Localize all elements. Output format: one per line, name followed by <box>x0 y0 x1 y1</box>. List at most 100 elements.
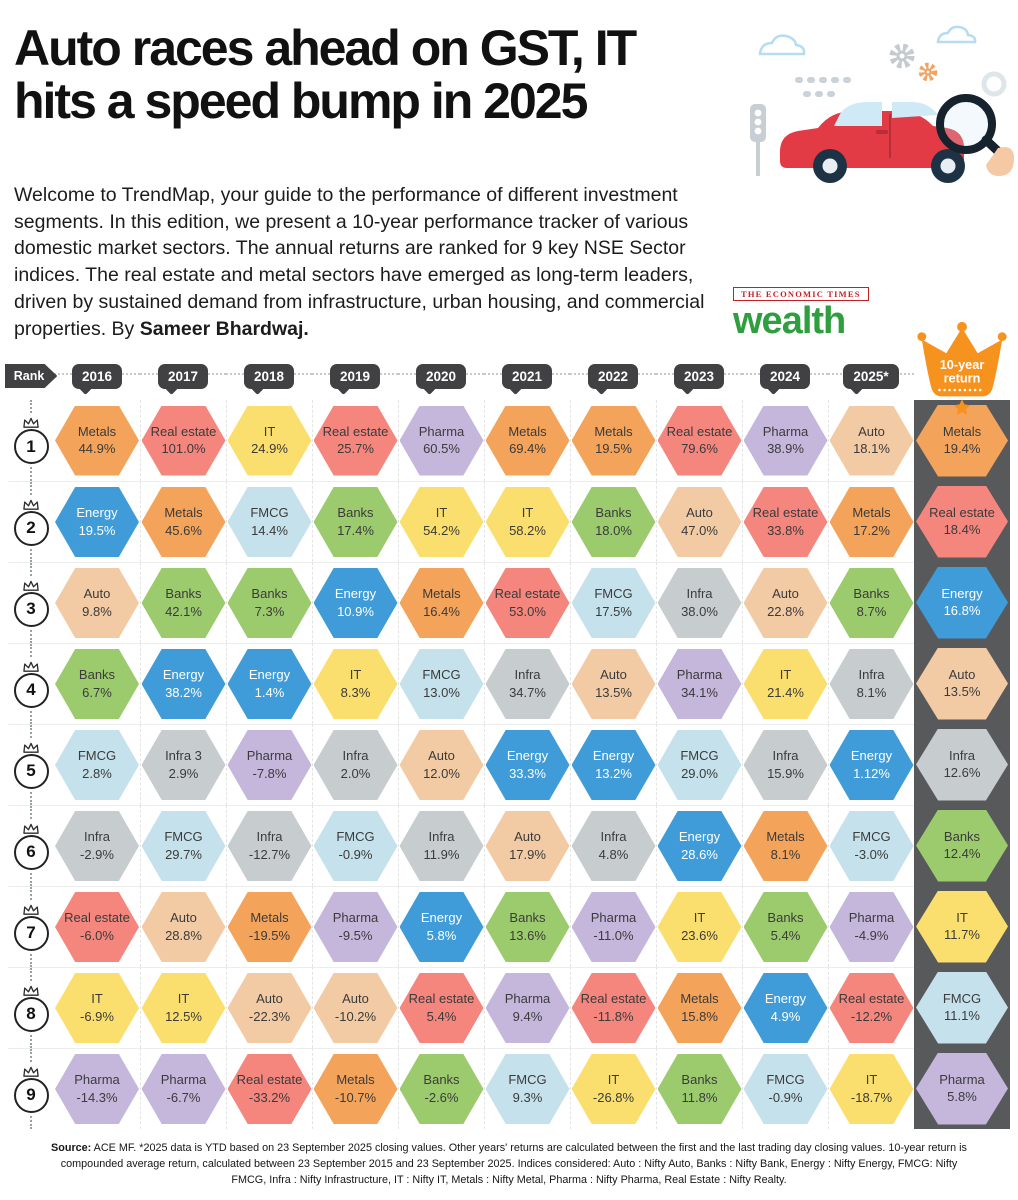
sector-value: 9.8% <box>82 603 112 619</box>
sector-value: 19.5% <box>595 441 632 456</box>
sector-hex: Real estate 33.8% <box>743 487 828 557</box>
sector-hex: Metals 19.4% <box>916 404 1008 477</box>
sector-cell: Energy 10.9% <box>312 562 398 643</box>
gear-icon <box>918 62 938 82</box>
ten-year-cell: Infra 12.6% <box>914 724 1010 805</box>
sector-cell: IT 8.3% <box>312 643 398 724</box>
sector-value: -26.8% <box>592 1089 635 1105</box>
sector-hex: IT 58.2% <box>485 487 570 557</box>
sector-hex: Infra 8.1% <box>829 649 914 719</box>
sector-cell: Energy 19.5% <box>54 481 140 562</box>
sector-name: Pharma <box>762 423 809 439</box>
sector-cell: IT 23.6% <box>656 886 742 967</box>
sector-cell: Metals 45.6% <box>140 481 226 562</box>
sector-hex: Infra 11.9% <box>399 811 484 881</box>
sector-cell: Real estate -6.0% <box>54 886 140 967</box>
sector-value: 16.4% <box>423 603 460 619</box>
crown-icon <box>23 823 39 834</box>
sector-value: 5.4% <box>426 1008 457 1024</box>
rank-marker: 8 <box>13 981 49 1035</box>
sector-name: Infra <box>686 586 713 602</box>
sector-value: 34.1% <box>681 684 718 700</box>
sector-hex: Banks -2.6% <box>399 1054 484 1124</box>
sector-name: Metals <box>766 829 805 845</box>
sector-name: Pharma <box>848 910 895 926</box>
sector-cell: Energy 38.2% <box>140 643 226 724</box>
sector-cell: FMCG 29.7% <box>140 805 226 886</box>
sector-name: Energy <box>764 991 807 1007</box>
sector-hex: Infra 15.9% <box>743 730 828 800</box>
sector-name: Auto <box>428 748 455 764</box>
sector-name: Pharma <box>74 1072 120 1088</box>
car-icon <box>780 102 965 183</box>
sector-name: FMCG <box>942 990 982 1006</box>
sector-cell: Energy 4.9% <box>742 967 828 1048</box>
sector-cell: Auto 13.5% <box>570 643 656 724</box>
sector-cell: Infra 8.1% <box>828 643 914 724</box>
sector-cell: Pharma 38.9% <box>742 400 828 481</box>
trendmap-grid: Rank 2016 2017 2018 2019 2020 2021 2022 2023 2024… <box>4 321 1010 1129</box>
sun-icon <box>981 71 1007 97</box>
sector-cell: Energy 28.6% <box>656 805 742 886</box>
year-header: 2023 <box>656 352 742 400</box>
sector-name: Infra 3 <box>165 748 202 764</box>
sector-hex: Pharma 38.9% <box>743 405 828 476</box>
sector-cell: Real estate 79.6% <box>656 400 742 481</box>
sector-cell: IT -26.8% <box>570 1048 656 1129</box>
sector-name: FMCG <box>336 829 375 845</box>
sector-cell: Infra 11.9% <box>398 805 484 886</box>
sector-hex: Real estate -6.0% <box>55 892 139 962</box>
crown-icon <box>23 985 39 996</box>
sector-value: 2.0% <box>340 765 371 781</box>
sector-value: 7.3% <box>254 603 285 619</box>
sector-cell: Auto -22.3% <box>226 967 312 1048</box>
sector-name: Energy <box>592 748 635 764</box>
ten-year-cell: Banks 12.4% <box>914 805 1010 886</box>
sector-name: Energy <box>334 586 377 602</box>
sector-name: Metals <box>422 586 461 602</box>
sector-hex: Infra 12.6% <box>916 728 1008 801</box>
sector-hex: Pharma 9.4% <box>485 973 570 1043</box>
sector-name: Auto <box>600 667 627 683</box>
sector-value: 1.12% <box>853 765 890 781</box>
rank-cell: 5 <box>8 724 54 805</box>
sector-name: Auto <box>256 991 283 1007</box>
ten-year-cell: Pharma 5.8% <box>914 1048 1010 1129</box>
sector-hex: Auto 18.1% <box>829 405 914 476</box>
sector-name: Metals <box>508 423 547 439</box>
sector-hex: Banks 5.4% <box>743 892 828 962</box>
sector-name: IT <box>779 667 792 683</box>
year-header: 2025* <box>828 352 914 400</box>
rank-marker: 7 <box>13 900 49 954</box>
year-header: 2018 <box>226 352 312 400</box>
sector-hex: Auto 28.8% <box>141 892 226 962</box>
rank-marker: 9 <box>13 1062 49 1116</box>
rank-cell: 9 <box>8 1048 54 1129</box>
sector-cell: Infra -2.9% <box>54 805 140 886</box>
sector-hex: Banks 13.6% <box>485 892 570 962</box>
rank-marker: 3 <box>13 576 49 630</box>
sector-cell: Real estate -33.2% <box>226 1048 312 1129</box>
ten-year-cell: Energy 16.8% <box>914 562 1010 643</box>
sector-hex: Pharma -4.9% <box>829 892 914 962</box>
sector-name: Banks <box>853 586 890 602</box>
sector-value: 9.4% <box>512 1008 543 1024</box>
sector-hex: IT 54.2% <box>399 487 484 557</box>
rank-header: Rank <box>4 352 58 400</box>
sector-cell: Energy 13.2% <box>570 724 656 805</box>
sector-cell: Metals 17.2% <box>828 481 914 562</box>
year-tag-label: 2020 <box>415 363 467 389</box>
sector-value: 2.9% <box>168 765 199 781</box>
sector-name: Energy <box>941 585 983 601</box>
sector-hex: IT 12.5% <box>141 973 226 1043</box>
sector-hex: Pharma -9.5% <box>313 892 398 962</box>
sector-value: 54.2% <box>423 522 460 538</box>
sector-value: 10.9% <box>337 603 374 619</box>
sector-value: 13.5% <box>943 684 981 699</box>
sector-cell: Pharma 9.4% <box>484 967 570 1048</box>
sector-value: 5.8% <box>947 1089 977 1104</box>
sector-value: 69.4% <box>509 441 546 456</box>
sector-name: IT <box>435 505 448 521</box>
sector-name: Metals <box>942 423 982 439</box>
